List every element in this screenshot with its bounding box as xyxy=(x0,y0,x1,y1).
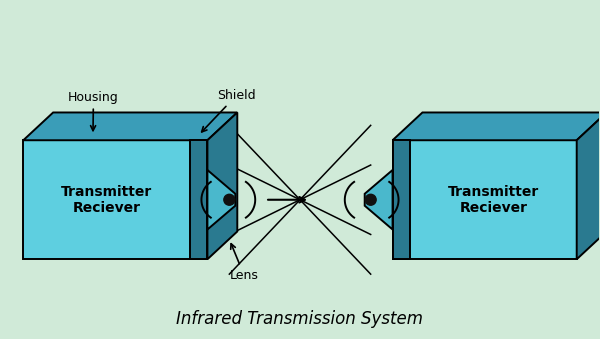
Circle shape xyxy=(224,194,235,205)
Text: Transmitter
Reciever: Transmitter Reciever xyxy=(61,185,152,215)
Polygon shape xyxy=(365,170,392,230)
Polygon shape xyxy=(392,113,600,140)
Polygon shape xyxy=(23,140,208,259)
Polygon shape xyxy=(208,113,237,259)
Circle shape xyxy=(365,194,376,205)
Polygon shape xyxy=(577,113,600,259)
Text: Infrared Transmission System: Infrared Transmission System xyxy=(176,310,424,328)
Text: Transmitter
Reciever: Transmitter Reciever xyxy=(448,185,539,215)
Polygon shape xyxy=(392,140,410,259)
Text: Lens: Lens xyxy=(230,244,259,282)
Polygon shape xyxy=(208,170,235,230)
Polygon shape xyxy=(392,140,577,259)
Polygon shape xyxy=(23,113,237,140)
Text: Shield: Shield xyxy=(202,88,256,132)
Text: Housing: Housing xyxy=(68,91,119,131)
Polygon shape xyxy=(190,140,208,259)
